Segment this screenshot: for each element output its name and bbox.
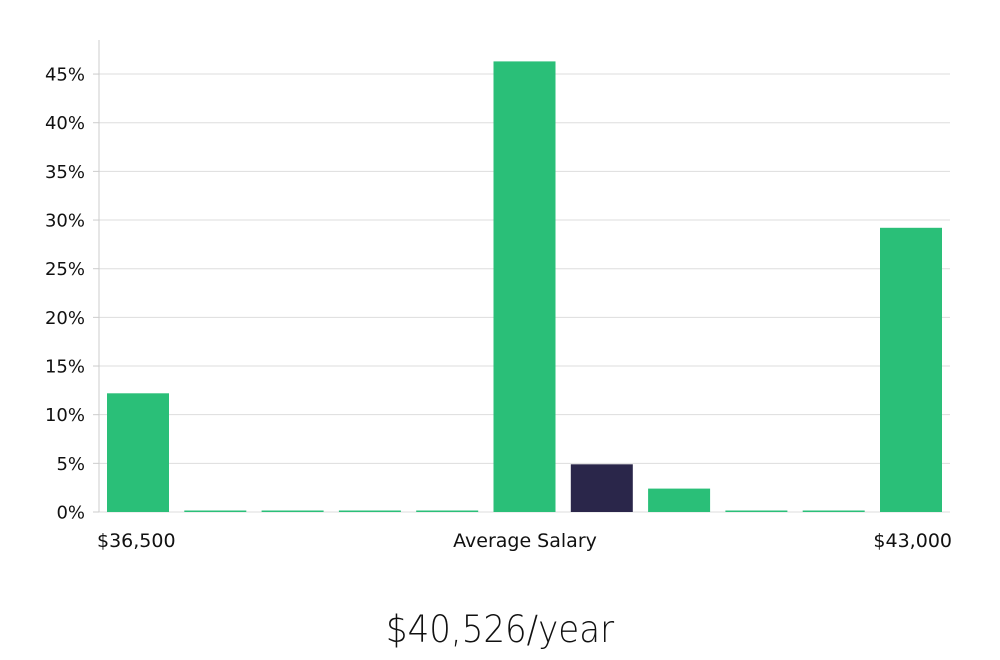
y-tick-label: 40% [45,113,85,134]
y-tick-label: 20% [45,308,85,329]
bar [107,393,169,512]
x-axis-label-average: Average Salary [453,530,597,552]
y-tick-label: 25% [45,259,85,280]
y-tick-label: 10% [45,405,85,426]
bar [802,510,865,512]
bar [725,510,788,512]
bar [648,488,711,512]
bar [880,227,942,513]
y-tick-label: 5% [56,454,85,475]
bar [338,510,401,512]
bar [261,510,324,512]
bar [184,510,247,512]
x-axis-label-max: $43,000 [873,530,952,552]
y-tick-label: 30% [45,211,85,232]
x-axis-label-min: $36,500 [97,530,176,552]
bar-highlighted [570,464,633,512]
salary-distribution-chart: 0% 5% 10% 15% 20% 25% 30% 35% 40% 45% $36,500 Ave… [45,40,952,552]
bar [493,61,556,513]
average-salary-value: $40,526/year [385,608,615,651]
y-axis-ticks: 0% 5% 10% 15% 20% 25% 30% 35% 40% 45% [45,65,99,524]
y-tick-label: 0% [56,503,85,524]
bar [416,510,479,512]
y-tick-label: 15% [45,357,85,378]
y-tick-label: 35% [45,162,85,183]
bars [107,61,942,513]
y-tick-label: 45% [45,65,85,86]
